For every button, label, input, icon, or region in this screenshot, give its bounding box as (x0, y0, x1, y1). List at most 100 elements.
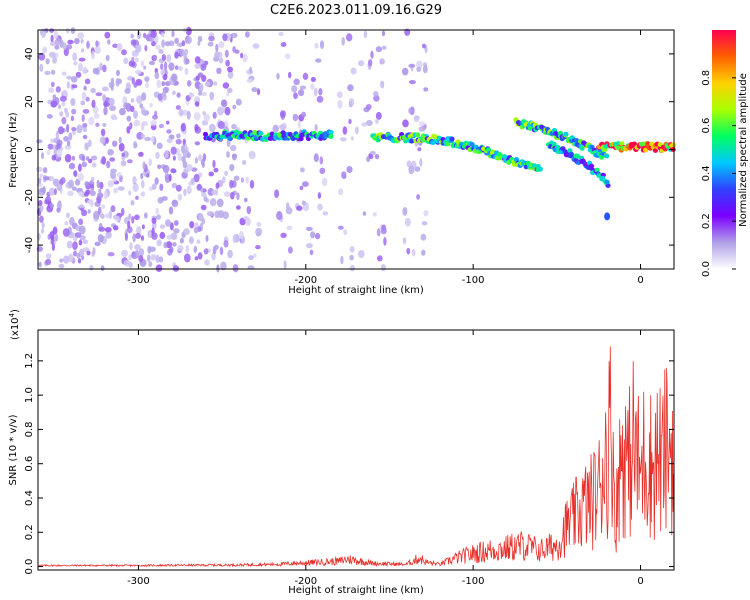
spectrogram-cell (85, 156, 90, 161)
spectrogram-cell (377, 255, 383, 262)
spectrogram-cell (366, 120, 373, 126)
spectrogram-cell (142, 161, 146, 170)
spectrogram-cell (90, 155, 98, 161)
spectrogram-cell (50, 81, 55, 87)
spectrogram-cell (347, 84, 354, 92)
spectrogram-cell (306, 243, 313, 249)
spectrogram-cell (45, 258, 52, 266)
spectrogram-cell (402, 237, 407, 245)
spectrogram-cell (123, 57, 129, 65)
spectrogram-cell (154, 177, 159, 185)
snr-y-multiplier: (x104) (8, 309, 21, 340)
spectrogram-cell (90, 87, 96, 94)
spectrogram-ridge-cell (579, 145, 585, 151)
x-tick-label: 0 (637, 576, 643, 587)
spectrogram-cell (104, 213, 111, 219)
spectrogram-cell (279, 110, 286, 118)
spectrogram-cell (286, 225, 293, 231)
spectrogram-cell (314, 232, 321, 240)
spectrogram-cell (95, 40, 99, 48)
spectrogram-cell (155, 44, 161, 50)
spectrogram-cell (182, 109, 189, 116)
spectrogram-cell (350, 136, 354, 141)
spectrogram-cell (224, 106, 231, 116)
spectrogram-cell (81, 161, 88, 168)
spectrogram-cell (213, 244, 219, 250)
spectrogram-cell (155, 151, 160, 160)
spectrogram-cell (49, 28, 55, 33)
spectrogram-cell (185, 58, 190, 65)
spectrogram-cell (404, 217, 411, 227)
spectrogram-ridge-cell (430, 140, 436, 146)
spectrogram-cell (155, 254, 160, 264)
spectrogram-cell (66, 240, 73, 249)
spectrogram-cell (49, 231, 55, 240)
spectrogram-cell (342, 126, 348, 135)
spectrogram-cell (190, 177, 195, 184)
spectrogram-cell (211, 190, 218, 195)
spectrogram-cell (296, 205, 303, 211)
x-tick-label: -100 (462, 275, 485, 286)
spectrogram-cell (105, 231, 112, 239)
spectrogram-cell (176, 133, 181, 139)
spectrogram-cell (421, 221, 428, 226)
colorbar-label: Normalized spectral amplitude (738, 73, 749, 227)
spectrogram-cell (49, 41, 57, 47)
spectrogram-cell (197, 35, 203, 43)
spectrogram-cell (78, 218, 84, 226)
spectrogram-cell (361, 122, 368, 127)
spectrogram-cell (166, 129, 172, 134)
spectrogram-cell (234, 49, 240, 54)
spectrogram-cell (68, 132, 73, 141)
spectrogram-cell (78, 239, 83, 246)
spectrogram-cell (97, 234, 104, 243)
spectrogram-cell (380, 227, 387, 235)
spectrogram-cell (348, 118, 352, 125)
spectrogram-cell (85, 96, 90, 102)
spectrogram-cell (66, 123, 70, 133)
spectrogram-cell (78, 163, 82, 172)
spectrogram-cell (184, 67, 189, 75)
spectrogram-cell (59, 95, 67, 102)
spectrogram-cell (107, 180, 115, 188)
spectrogram-cell (115, 78, 120, 87)
spectrogram-cell (78, 204, 85, 209)
spectrogram-cell (423, 87, 429, 92)
spectrogram-cell (160, 68, 166, 76)
spectrogram-cell (84, 78, 91, 85)
spectrogram-cell (140, 106, 146, 115)
spectrogram-cell (132, 233, 136, 243)
spectrogram-cell (163, 242, 168, 249)
spectrogram-cell (423, 210, 429, 217)
spectrogram-ridge-cell (513, 157, 520, 162)
snr-panel: -300 -200 -100 0 0.0 0.2 0.4 0.6 0.8 1.0 1.2 Heig… (8, 309, 675, 596)
spectrogram-cell (406, 247, 411, 255)
spectrogram-cell (63, 255, 70, 264)
spectrogram-cell (183, 188, 187, 197)
spectrogram-cell (209, 91, 215, 101)
spectrogram-cell (133, 82, 138, 88)
snr-y-ticks: 0.0 0.2 0.4 0.6 0.8 1.0 1.2 (24, 353, 674, 575)
spectrogram-cell (135, 195, 139, 200)
spectrogram-cell (245, 176, 249, 184)
spectrogram-cell (60, 177, 66, 184)
spectrogram-cell (124, 88, 131, 94)
snr-x-ticks: -300 -200 -100 0 (127, 330, 644, 587)
spectrogram-cell (161, 91, 166, 97)
spectrogram-cell (161, 39, 166, 48)
spectrogram-cell (126, 115, 132, 122)
spectrogram-cell (80, 38, 84, 44)
spectrogram-cell (145, 81, 149, 89)
spectrogram-cell (225, 59, 230, 67)
spectrogram-cell (223, 240, 229, 248)
spectrogram-cell (185, 244, 190, 253)
spectrogram-cell (134, 143, 138, 148)
spectrogram-cell (203, 113, 211, 122)
spectrogram-cell (220, 261, 227, 271)
spectrogram-cell (369, 154, 374, 160)
spectrogram-cell (223, 191, 231, 198)
y-tick-label: -20 (24, 189, 35, 205)
spectrogram-cell (126, 126, 131, 134)
spectrogram-cell (197, 72, 204, 78)
